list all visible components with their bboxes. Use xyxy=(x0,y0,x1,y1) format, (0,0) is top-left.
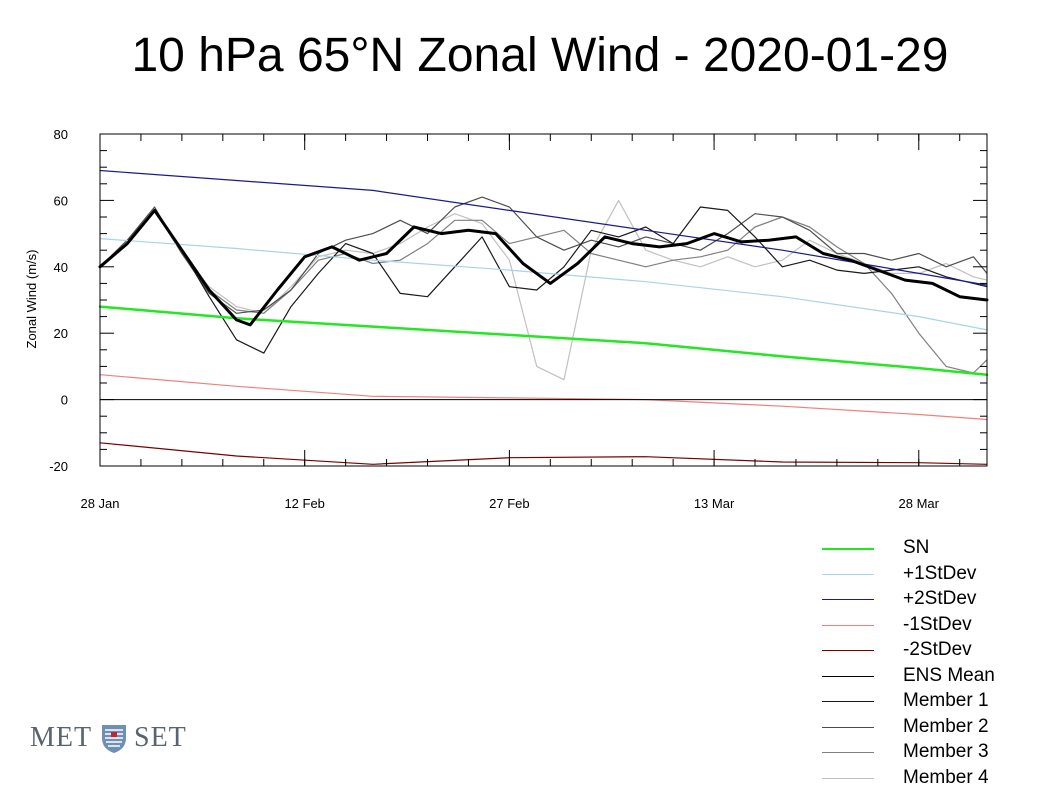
y-tick-label: -20 xyxy=(49,459,68,474)
legend-swatch xyxy=(822,599,874,600)
plot-frame xyxy=(99,133,988,467)
legend-swatch xyxy=(822,573,874,575)
series-line-member-2 xyxy=(99,196,988,314)
series-line--1stdev xyxy=(99,374,988,421)
y-tick-label: 60 xyxy=(54,193,68,208)
y-tick-label: 80 xyxy=(54,127,68,142)
legend-label: Member 4 xyxy=(903,766,989,788)
legend-item: Member 2 xyxy=(822,715,1042,741)
series-line--2stdev xyxy=(99,169,988,286)
series-line--2stdev xyxy=(99,442,988,465)
legend-swatch xyxy=(822,726,874,728)
legend-label: Member 1 xyxy=(903,690,989,711)
legend-swatch xyxy=(822,675,874,677)
series-line-member-3 xyxy=(99,209,988,374)
legend-swatch xyxy=(822,701,874,702)
legend-item: SN xyxy=(822,536,1042,562)
logo-left-text: MET xyxy=(30,722,93,753)
series-line-member-1 xyxy=(99,206,988,354)
x-tick-label: 13 Mar xyxy=(694,496,735,511)
line-chart: 80 60 40 20 0 -20 28 Jan 12 Feb 27 Feb 13 Mar 28 M… xyxy=(24,127,989,511)
legend-label: -2StDev xyxy=(903,639,972,660)
legend-label: -1StDev xyxy=(903,613,972,635)
series-line-member-4 xyxy=(99,199,988,381)
x-tick-label: 28 Jan xyxy=(80,496,119,511)
legend-swatch xyxy=(822,650,874,651)
legend-item: Member 1 xyxy=(822,689,1042,715)
axes-layer: 80 60 40 20 0 -20 28 Jan 12 Feb 27 Feb 13 Mar 28 M… xyxy=(49,127,988,511)
logo-right-text: SET xyxy=(134,722,187,753)
chart-title: 10 hPa 65°N Zonal Wind - 2020-01-29 xyxy=(131,29,949,82)
x-tick-label: 12 Feb xyxy=(284,496,324,511)
legend-label: Member 2 xyxy=(903,715,989,737)
x-tick-label: 28 Mar xyxy=(899,496,940,511)
x-tick-label: 27 Feb xyxy=(489,496,529,511)
legend-item: ENS Mean xyxy=(822,664,1042,690)
legend-label: +2StDev xyxy=(903,588,977,609)
y-axis-label: Zonal Wind (m/s) xyxy=(24,250,39,349)
legend-label: ENS Mean xyxy=(903,664,995,686)
legend: SN +1StDev +2StDev -1StDev -2StDev ENS Mean Me… xyxy=(822,536,1042,791)
legend-item: +2StDev xyxy=(822,587,1042,613)
shield-icon xyxy=(102,725,126,753)
series-layer xyxy=(98,169,989,465)
legend-item: -2StDev xyxy=(822,638,1042,664)
series-line--1stdev xyxy=(99,238,988,331)
legend-item: +1StDev xyxy=(822,562,1042,588)
legend-item: -1StDev xyxy=(822,613,1042,639)
y-tick-label: 0 xyxy=(61,393,68,408)
legend-swatch xyxy=(822,624,874,626)
legend-label: +1StDev xyxy=(903,562,977,584)
y-tick-label: 40 xyxy=(54,260,68,275)
legend-item: Member 3 xyxy=(822,740,1042,766)
series-line-sn xyxy=(98,305,989,376)
legend-label: Member 3 xyxy=(903,741,989,762)
legend-item: Member 4 xyxy=(822,766,1042,792)
legend-swatch xyxy=(822,752,874,753)
legend-label: SN xyxy=(903,537,930,558)
y-tick-label: 20 xyxy=(54,326,68,341)
series-line-ens-mean xyxy=(98,208,989,327)
legend-swatch xyxy=(822,548,874,550)
legend-swatch xyxy=(822,777,874,779)
